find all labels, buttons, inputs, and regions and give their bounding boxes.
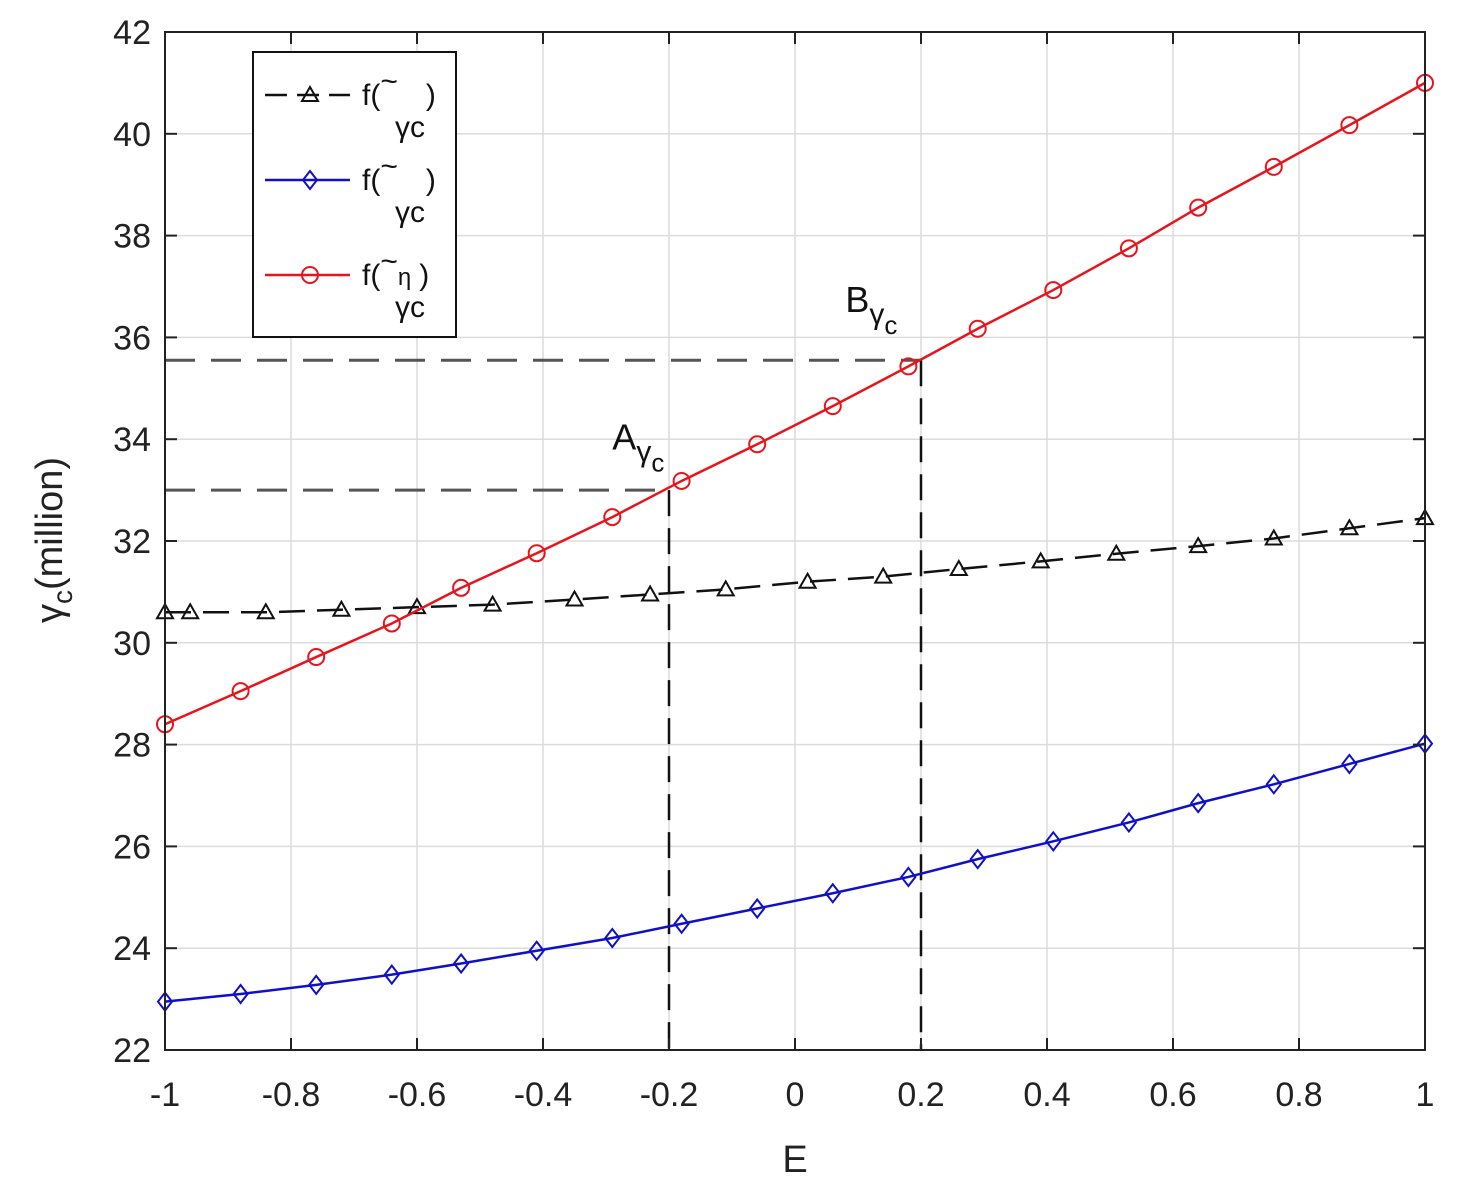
y-axis-label: γc(million) — [29, 457, 78, 623]
y-tick-label-0: 22 — [113, 1032, 151, 1070]
legend-marker-1 — [301, 169, 319, 191]
series-1-point-12 — [1045, 830, 1062, 852]
x-tick-label-0: -1 — [150, 1076, 180, 1114]
annotation-a: Aγc — [612, 416, 664, 477]
legend-label-2: f(~η) — [362, 245, 429, 292]
guide-lines — [165, 358, 923, 1050]
series-1-point-1 — [232, 983, 249, 1005]
series-0-point-4 — [407, 597, 427, 615]
series-1-point-4 — [452, 952, 470, 975]
series-2-point-6 — [603, 508, 622, 527]
series-1-point-3 — [383, 964, 401, 986]
series-0-point-1 — [180, 602, 200, 620]
legend-marker-0 — [300, 84, 320, 102]
series-1-point-5 — [528, 940, 545, 962]
y-tick-label-7: 36 — [113, 319, 151, 357]
y-tick-label-2: 26 — [113, 828, 151, 866]
series-2-point-16 — [1340, 116, 1359, 135]
series-2-point-4 — [452, 578, 471, 597]
y-tick-label-10: 42 — [113, 14, 151, 52]
series-1-point-14 — [1189, 792, 1207, 814]
series-1-point-2 — [307, 974, 325, 996]
legend-label-0: f(~) — [362, 65, 436, 112]
series-0-point-11 — [949, 558, 969, 576]
y-tick-label-8: 38 — [113, 218, 151, 256]
x-tick-label-3: -0.4 — [514, 1076, 573, 1114]
x-tick-label-9: 0.8 — [1275, 1076, 1322, 1114]
y-tick-label-5: 32 — [113, 523, 151, 561]
series-2-point-11 — [968, 319, 987, 338]
series-0-point-12 — [1030, 551, 1051, 569]
series-2-point-15 — [1264, 157, 1283, 176]
y-tick-label-3: 28 — [113, 727, 151, 765]
series-0-point-7 — [640, 584, 660, 602]
series-2-point-2 — [307, 648, 326, 667]
series-2-point-12 — [1044, 281, 1063, 300]
x-tick-label-5: 0 — [786, 1076, 805, 1114]
annotation-b: Bγc — [845, 279, 897, 340]
series-0-point-2 — [256, 602, 276, 620]
series-layer — [155, 73, 1435, 1013]
legend-symbol-1: γc — [395, 196, 425, 229]
series-1-point-11 — [969, 848, 986, 870]
x-tick-label-10: 1 — [1416, 1076, 1435, 1114]
legend: f(~)γcf(~)γcf(~η)γc — [252, 51, 457, 338]
legend-marker-2 — [301, 266, 319, 284]
annotations: Aγc Bγc — [612, 279, 897, 477]
y-axis-label-symbol: γ — [29, 604, 71, 623]
y-tick-label-1: 24 — [113, 930, 151, 968]
x-tick-label-1: -0.8 — [262, 1076, 321, 1114]
x-tick-label-6: 0.2 — [897, 1076, 944, 1114]
series-1-point-13 — [1120, 811, 1138, 834]
series-0-point-16 — [1339, 518, 1360, 536]
series-1-point-9 — [824, 882, 842, 904]
series-2-point-10 — [899, 357, 918, 376]
legend-label-1: f(~) — [362, 150, 436, 197]
x-tick-label-4: -0.2 — [640, 1076, 699, 1114]
y-tick-label-9: 40 — [113, 116, 151, 154]
series-2-point-14 — [1189, 198, 1208, 217]
series-2-point-1 — [231, 682, 250, 701]
series-1 — [156, 732, 1434, 1013]
series-2-point-7 — [672, 471, 691, 490]
series-1-point-16 — [1341, 753, 1358, 775]
series-0-point-14 — [1188, 536, 1208, 554]
series-2-point-8 — [748, 435, 767, 454]
series-0-line — [165, 516, 1426, 614]
x-tick-label-7: 0.4 — [1023, 1076, 1070, 1114]
y-tick-label-4: 30 — [113, 625, 151, 663]
y-axis-label-unit: (million) — [29, 457, 71, 590]
svg-text:γc(million): γc(million) — [29, 457, 78, 623]
series-0-point-13 — [1106, 543, 1127, 561]
x-tick-label-8: 0.6 — [1149, 1076, 1196, 1114]
series-0-point-3 — [331, 599, 352, 617]
series-2-point-5 — [527, 544, 546, 563]
axes: -1 -0.8 -0.6 -0.4 -0.2 0 0.2 0.4 0.6 0.8 1 22 24 26 28… — [113, 14, 1434, 1114]
series-0-point-5 — [482, 594, 503, 612]
series-1-point-10 — [900, 866, 917, 888]
series-0-point-6 — [564, 589, 585, 607]
legend-box — [252, 51, 457, 338]
series-2-point-9 — [823, 397, 842, 416]
series-0-point-10 — [873, 566, 893, 584]
legend-symbol-0: γc — [395, 111, 425, 144]
series-1-point-15 — [1265, 773, 1283, 795]
series-1-point-6 — [604, 927, 621, 949]
series-2-point-13 — [1119, 239, 1138, 258]
y-axis-label-subscript: c — [47, 590, 78, 604]
series-1-point-7 — [673, 913, 690, 935]
y-tick-label-6: 34 — [113, 421, 151, 459]
series-0-point-15 — [1264, 528, 1284, 546]
x-tick-label-2: -0.6 — [388, 1076, 447, 1114]
series-0-point-8 — [715, 579, 736, 597]
x-axis-label: E — [782, 1139, 807, 1181]
series-0-point-9 — [797, 571, 818, 589]
series-1-point-8 — [748, 897, 766, 920]
legend-symbol-2: γc — [395, 291, 425, 324]
series-1-line — [164, 742, 1426, 1003]
series-2-line — [164, 81, 1426, 726]
series-2-point-3 — [382, 614, 401, 633]
